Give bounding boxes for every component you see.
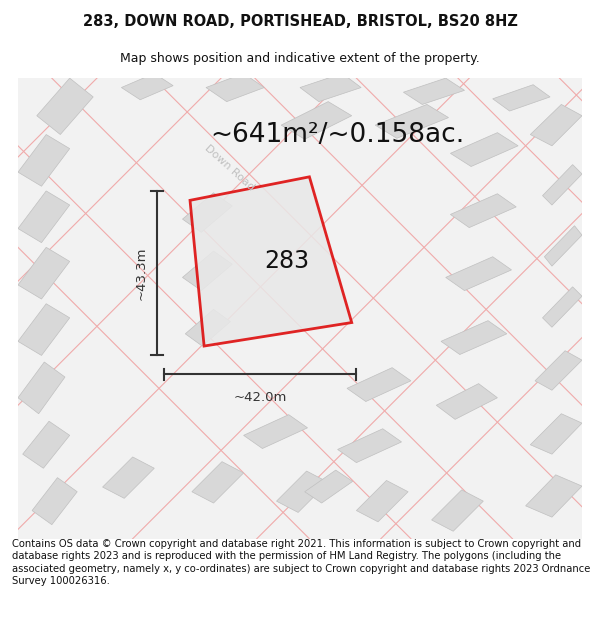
Polygon shape (542, 164, 582, 205)
Text: ~43.3m: ~43.3m (135, 246, 148, 300)
Text: Map shows position and indicative extent of the property.: Map shows position and indicative extent… (120, 52, 480, 65)
Polygon shape (182, 192, 232, 232)
Polygon shape (542, 287, 582, 328)
Polygon shape (18, 78, 582, 539)
Polygon shape (18, 191, 70, 242)
Polygon shape (103, 457, 154, 498)
Text: 283: 283 (265, 249, 310, 273)
Polygon shape (493, 85, 550, 111)
Polygon shape (190, 177, 352, 346)
Polygon shape (18, 304, 70, 356)
Text: ~42.0m: ~42.0m (233, 391, 287, 404)
Polygon shape (347, 368, 411, 401)
Polygon shape (446, 257, 512, 291)
Polygon shape (281, 102, 352, 139)
Polygon shape (182, 251, 232, 291)
Polygon shape (18, 248, 70, 299)
Polygon shape (403, 78, 464, 104)
Polygon shape (244, 414, 308, 449)
Polygon shape (185, 309, 230, 346)
Polygon shape (441, 321, 507, 354)
Polygon shape (375, 104, 449, 138)
Polygon shape (544, 226, 582, 266)
Text: ~641m²/~0.158ac.: ~641m²/~0.158ac. (211, 121, 465, 148)
Polygon shape (530, 104, 582, 146)
Polygon shape (23, 421, 70, 468)
Polygon shape (451, 194, 516, 228)
Polygon shape (206, 73, 264, 102)
Polygon shape (277, 471, 328, 512)
Text: Contains OS data © Crown copyright and database right 2021. This information is : Contains OS data © Crown copyright and d… (12, 539, 590, 586)
Polygon shape (526, 475, 582, 517)
Text: 283, DOWN ROAD, PORTISHEAD, BRISTOL, BS20 8HZ: 283, DOWN ROAD, PORTISHEAD, BRISTOL, BS2… (83, 14, 517, 29)
Polygon shape (192, 462, 244, 503)
Polygon shape (431, 490, 484, 531)
Polygon shape (18, 362, 65, 414)
Polygon shape (530, 414, 582, 454)
Polygon shape (305, 470, 353, 503)
Polygon shape (535, 351, 582, 390)
Polygon shape (300, 73, 361, 102)
Polygon shape (32, 478, 77, 524)
Polygon shape (356, 481, 408, 522)
Polygon shape (37, 78, 93, 134)
Text: Down Road: Down Road (203, 142, 256, 192)
Polygon shape (451, 132, 518, 166)
Polygon shape (18, 134, 70, 186)
Polygon shape (338, 429, 401, 462)
Polygon shape (121, 73, 173, 100)
Polygon shape (436, 384, 497, 419)
